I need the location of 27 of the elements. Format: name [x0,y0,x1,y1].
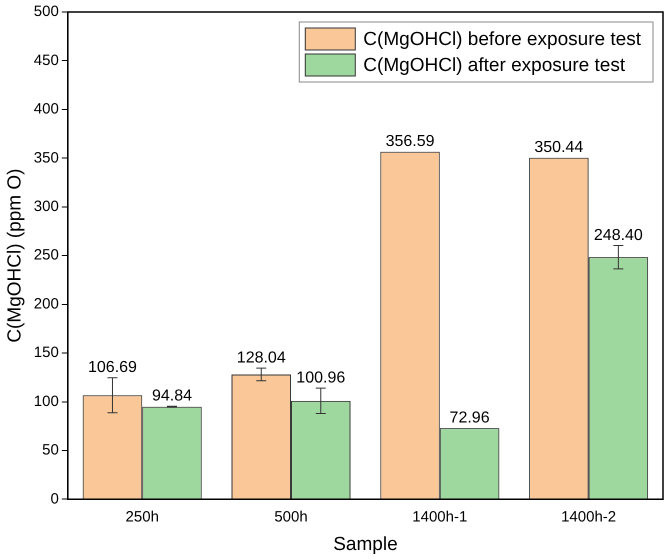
y-tick-label: 250 [34,246,59,264]
y-tick-label: 400 [34,100,59,118]
x-tick-label: 500h [274,508,308,526]
y-tick-label: 150 [34,344,59,362]
y-tick-label: 0 [50,490,59,508]
data-label: 356.59 [386,133,435,150]
y-tick-label: 500 [34,3,59,20]
x-tick-label: 1400h-1 [412,508,468,526]
y-tick-label: 200 [34,295,59,312]
x-tick-label: 250h [126,508,159,526]
data-label: 94.84 [152,388,192,405]
x-axis-title: Sample [333,534,398,555]
legend-label: C(MgOHCl) after exposure test [363,55,626,76]
legend-label: C(MgOHCl) before exposure test [363,29,642,50]
y-tick-label: 50 [42,442,59,459]
data-label: 128.04 [236,350,286,367]
data-label: 350.44 [534,139,584,156]
y-tick-label: 100 [34,392,59,410]
data-label: 100.96 [296,370,346,387]
y-tick-label: 350 [34,149,59,166]
data-label: 248.40 [594,226,643,244]
y-axis-title: C(MgOHCl) (ppm O) [4,168,26,343]
x-tick-label: 1400h-2 [561,508,616,526]
y-tick-label: 300 [34,198,59,216]
data-label: 72.96 [450,410,490,427]
y-tick-label: 450 [34,52,59,69]
data-label: 106.69 [88,359,138,376]
